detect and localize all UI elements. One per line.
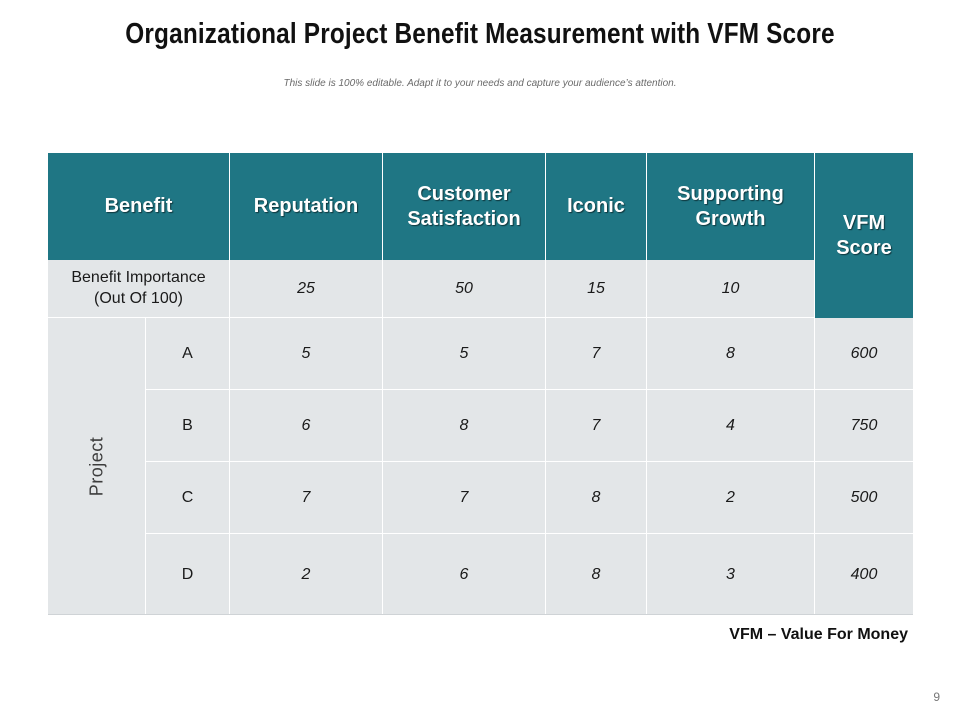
- table-row-a-reputation: 5: [230, 318, 383, 390]
- header-customer-satisfaction-line1: Customer: [417, 182, 511, 205]
- table-row-c-name: C: [146, 462, 230, 534]
- table-row-b-reputation: 6: [230, 390, 383, 462]
- header-supporting-growth-line1: Supporting: [677, 182, 784, 205]
- header-benefit-label: Benefit: [104, 195, 173, 217]
- table-row-d-iconic: 8: [546, 534, 647, 615]
- table-row-d-customer-satisfaction: 6: [383, 534, 546, 615]
- importance-iconic: 15: [546, 260, 647, 318]
- table-row-c-supporting-growth: 2: [647, 462, 815, 534]
- slide-title: Organizational Project Benefit Measureme…: [125, 18, 835, 50]
- table-row-c-customer-satisfaction: 7: [383, 462, 546, 534]
- importance-label: Benefit Importance (Out Of 100): [48, 260, 230, 318]
- importance-label-line2: (Out Of 100): [94, 289, 183, 307]
- header-vfm-score: VFM Score: [815, 153, 913, 318]
- header-reputation-label: Reputation: [253, 195, 359, 217]
- vfm-footnote: VFM – Value For Money: [729, 626, 908, 643]
- table-row-b-vfm: 750: [815, 390, 913, 462]
- table-row-b-customer-satisfaction: 8: [383, 390, 546, 462]
- table-row-b-iconic: 7: [546, 390, 647, 462]
- page-number: 9: [933, 690, 940, 704]
- header-benefit: Benefit: [48, 153, 230, 260]
- table-row-d-reputation: 2: [230, 534, 383, 615]
- importance-label-line1: Benefit Importance: [71, 268, 206, 286]
- table-row-d-vfm: 400: [815, 534, 913, 615]
- table-row-c-vfm: 500: [815, 462, 913, 534]
- header-vfm-score-line1: VFM: [842, 211, 886, 234]
- header-supporting-growth-line2: Growth: [695, 207, 766, 230]
- table-row-d-name: D: [146, 534, 230, 615]
- header-vfm-score-line2: Score: [836, 236, 892, 259]
- table-row-a-supporting-growth: 8: [647, 318, 815, 390]
- header-supporting-growth: Supporting Growth: [647, 153, 815, 260]
- table-row-b-supporting-growth: 4: [647, 390, 815, 462]
- table-row-c-reputation: 7: [230, 462, 383, 534]
- header-iconic: Iconic: [546, 153, 647, 260]
- table-row-a-iconic: 7: [546, 318, 647, 390]
- project-label: Project: [86, 436, 106, 497]
- header-customer-satisfaction-line2: Satisfaction: [407, 207, 521, 230]
- table-row-b-name: B: [146, 390, 230, 462]
- header-customer-satisfaction: Customer Satisfaction: [383, 153, 546, 260]
- importance-customer-satisfaction: 50: [383, 260, 546, 318]
- vfm-table: Benefit Reputation Customer Satisfaction…: [48, 153, 913, 615]
- table-bottom-rule: [48, 614, 913, 615]
- table-row-d-supporting-growth: 3: [647, 534, 815, 615]
- table-row-a-customer-satisfaction: 5: [383, 318, 546, 390]
- table-row-c-iconic: 8: [546, 462, 647, 534]
- importance-reputation: 25: [230, 260, 383, 318]
- slide-subtitle: This slide is 100% editable. Adapt it to…: [283, 78, 677, 89]
- table-row-a-vfm: 600: [815, 318, 913, 390]
- importance-supporting-growth: 10: [647, 260, 815, 318]
- project-label-cell: Project: [48, 318, 146, 615]
- header-iconic-label: Iconic: [567, 195, 625, 217]
- header-reputation: Reputation: [230, 153, 383, 260]
- table-row-a-name: A: [146, 318, 230, 390]
